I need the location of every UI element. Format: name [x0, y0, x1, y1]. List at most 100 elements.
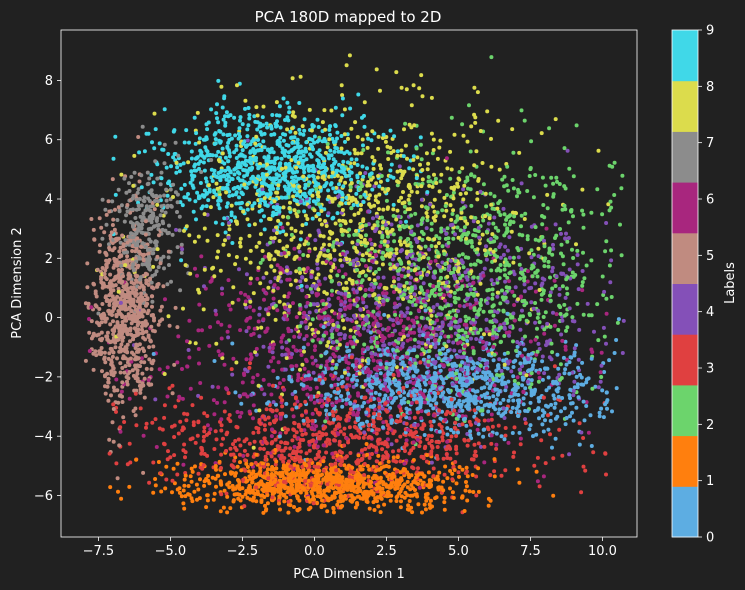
scatter-point	[247, 116, 252, 121]
scatter-point	[476, 330, 481, 335]
scatter-point	[443, 204, 448, 208]
scatter-point	[153, 127, 158, 132]
scatter-point	[208, 427, 213, 432]
scatter-point	[482, 460, 487, 465]
scatter-point	[360, 184, 364, 189]
scatter-point	[503, 426, 508, 430]
scatter-point	[495, 294, 500, 299]
scatter-point	[498, 301, 503, 306]
scatter-point	[303, 213, 308, 218]
scatter-point	[451, 190, 456, 195]
scatter-point	[362, 453, 366, 458]
scatter-point	[264, 271, 269, 276]
scatter-point	[403, 490, 408, 495]
scatter-point	[441, 431, 446, 436]
scatter-point	[379, 174, 384, 178]
scatter-point	[142, 395, 147, 400]
scatter-point	[105, 384, 110, 389]
scatter-point	[580, 283, 585, 288]
scatter-point	[202, 429, 207, 434]
scatter-point	[455, 214, 460, 219]
scatter-point	[111, 332, 116, 337]
scatter-point	[585, 301, 590, 306]
scatter-point	[287, 453, 292, 458]
scatter-point	[502, 321, 507, 326]
scatter-point	[397, 164, 402, 169]
scatter-point	[434, 244, 438, 249]
scatter-point	[261, 447, 266, 451]
scatter-point	[271, 150, 276, 155]
scatter-point	[361, 300, 366, 305]
scatter-point	[324, 259, 329, 264]
scatter-point	[166, 255, 171, 260]
scatter-point	[366, 248, 371, 253]
scatter-point	[586, 430, 591, 435]
scatter-point	[532, 359, 537, 364]
scatter-point	[181, 488, 186, 493]
scatter-point	[563, 236, 568, 241]
scatter-point	[372, 184, 377, 189]
scatter-point	[406, 333, 410, 338]
scatter-point	[300, 413, 304, 418]
scatter-point	[165, 282, 170, 287]
scatter-point	[128, 339, 132, 344]
scatter-point	[167, 263, 171, 267]
scatter-point	[470, 345, 475, 350]
scatter-point	[334, 468, 339, 473]
scatter-point	[97, 216, 102, 221]
scatter-point	[378, 371, 383, 376]
scatter-point	[414, 146, 419, 151]
scatter-point	[382, 502, 387, 507]
scatter-point	[227, 194, 232, 198]
scatter-point	[151, 352, 156, 356]
scatter-point	[313, 456, 318, 461]
scatter-point	[286, 510, 291, 515]
scatter-point	[304, 284, 309, 289]
scatter-point	[333, 105, 338, 110]
scatter-point	[267, 306, 272, 310]
scatter-point	[260, 461, 265, 466]
scatter-point	[301, 267, 306, 272]
scatter-point	[484, 244, 488, 249]
scatter-point	[238, 244, 243, 249]
scatter-point	[326, 248, 330, 253]
scatter-point	[404, 219, 408, 224]
scatter-point	[122, 370, 127, 375]
scatter-point	[180, 396, 185, 401]
scatter-point	[356, 326, 361, 331]
scatter-point	[252, 326, 257, 331]
scatter-point	[226, 391, 231, 396]
scatter-point	[298, 237, 303, 242]
scatter-point	[254, 105, 259, 110]
scatter-point	[342, 313, 347, 318]
scatter-point	[419, 305, 424, 310]
scatter-point	[193, 141, 198, 146]
scatter-point	[571, 214, 575, 219]
scatter-point	[242, 154, 247, 159]
scatter-point	[369, 242, 374, 246]
scatter-point	[288, 446, 293, 451]
scatter-point	[369, 489, 374, 494]
scatter-point	[248, 281, 253, 286]
scatter-point	[106, 199, 111, 204]
scatter-point	[114, 409, 118, 414]
scatter-point	[353, 151, 358, 156]
scatter-point	[180, 203, 185, 208]
scatter-point	[424, 370, 429, 375]
scatter-point	[278, 265, 283, 270]
scatter-point	[408, 311, 413, 316]
scatter-point	[225, 482, 230, 487]
scatter-point	[433, 176, 438, 181]
scatter-point	[579, 382, 584, 387]
scatter-point	[533, 281, 538, 286]
scatter-point	[296, 372, 301, 377]
scatter-point	[515, 353, 520, 358]
scatter-point	[208, 152, 213, 157]
scatter-point	[148, 204, 153, 209]
scatter-point	[198, 181, 203, 185]
scatter-point	[442, 214, 447, 219]
scatter-point	[575, 248, 580, 253]
scatter-point	[255, 276, 260, 281]
scatter-point	[374, 336, 379, 340]
scatter-point	[426, 179, 431, 184]
